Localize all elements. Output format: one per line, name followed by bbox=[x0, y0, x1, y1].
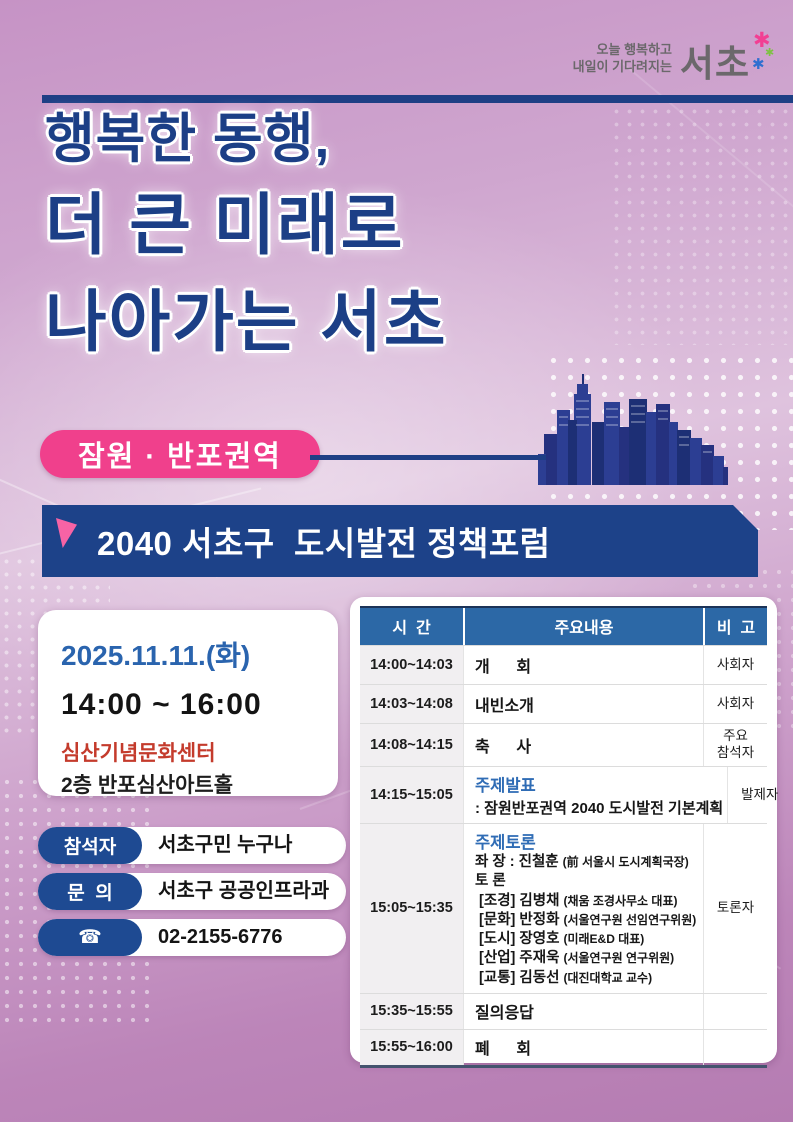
headline-line1: 행복한 동행, bbox=[45, 109, 331, 169]
table-row: 15:35~15:55 질의응답 bbox=[360, 992, 767, 1029]
schedule-table: 시 간 주요내용 비 고 14:00~14:03 개 회 사회자 14:03~1… bbox=[360, 606, 778, 1068]
table-row: 14:00~14:03 개 회 사회자 bbox=[360, 645, 767, 684]
star-icon-green: ✱ bbox=[765, 47, 775, 59]
row-content: 개 회 bbox=[475, 659, 532, 676]
event-info-card: 2025.11.11.(화) 14:00 ~ 16:00 심산기념문화센터 2층… bbox=[38, 610, 338, 797]
headline-line2: 더 큰 미래로 bbox=[45, 188, 405, 263]
discussion-line: [교통] 김동선 (대진대학교 교수) bbox=[475, 969, 653, 986]
discussion-line: [도시] 장영호 (미래E&D 대표) bbox=[475, 931, 645, 948]
star-icon-blue: ✱ bbox=[752, 56, 765, 73]
remark-line1: 주요 bbox=[723, 728, 748, 744]
contact-list: 참석자 서초구민 누구나 문 의 서초구 공공인프라과 ☎ 02-2155-67… bbox=[38, 827, 346, 965]
schedule-card: 시 간 주요내용 비 고 14:00~14:03 개 회 사회자 14:03~1… bbox=[350, 597, 778, 1068]
row-remark: 사회자 bbox=[703, 646, 767, 684]
discussion-line: 좌 장 : 진철훈 (前 서울시 도시계획국장) bbox=[475, 854, 689, 870]
row-remark: 사회자 bbox=[703, 685, 767, 723]
logo-wordmark: 서초 bbox=[679, 43, 750, 84]
row-remark: 주요 참석자 bbox=[703, 724, 767, 766]
row-remark: 토론자 bbox=[703, 824, 767, 993]
schedule-header-row: 시 간 주요내용 비 고 bbox=[360, 606, 767, 645]
contact-label-inquiry: 문 의 bbox=[38, 873, 142, 910]
star-icon-pink: ✱ bbox=[753, 29, 771, 52]
bg-dots-pattern bbox=[610, 105, 793, 345]
discussion-line: [산업] 주재욱 (서울연구원 연구위원) bbox=[475, 950, 675, 967]
row-remark bbox=[703, 1029, 767, 1065]
contact-row-attendees: 참석자 서초구민 누구나 bbox=[38, 827, 346, 864]
row-content: 폐 회 bbox=[475, 1041, 532, 1059]
event-venue: 심산기념문화센터 bbox=[61, 742, 216, 765]
contact-label-attendees: 참석자 bbox=[38, 827, 142, 864]
row-time: 14:03~14:08 bbox=[360, 685, 463, 723]
region-badge: 잠원 · 반포권역 bbox=[40, 430, 320, 478]
row-content: 축 사 bbox=[475, 739, 532, 756]
city-skyline-illustration bbox=[538, 374, 728, 485]
table-row: 14:03~14:08 내빈소개 사회자 bbox=[360, 684, 767, 723]
logo-slogan-line1: 오늘 행복하고 bbox=[596, 42, 672, 58]
discussion-line: [문화] 반정화 (서울연구원 선임연구위원) bbox=[475, 911, 697, 928]
row-content: 내빈소개 bbox=[475, 698, 534, 715]
headline-line3: 나아가는 서초 bbox=[45, 285, 448, 360]
header-content: 주요내용 bbox=[463, 608, 703, 645]
row-content-subtitle: : 잠원반포권역 2040 도시발전 기본계획 bbox=[475, 800, 724, 817]
table-row: 15:55~16:00 폐 회 bbox=[360, 1028, 767, 1065]
poster-headline: 행복한 동행, 더 큰 미래로 나아가는 서초 bbox=[45, 112, 447, 356]
discussion-line: [조경] 김병채 (채움 조경사무소 대표) bbox=[475, 892, 678, 909]
bg-network-line bbox=[619, 60, 793, 229]
event-time: 14:00 ~ 16:00 bbox=[61, 688, 262, 721]
row-time: 15:35~15:55 bbox=[360, 993, 463, 1029]
remark-line2: 참석자 bbox=[716, 745, 755, 760]
row-remark bbox=[703, 993, 767, 1029]
contact-value-attendees: 서초구민 누구나 bbox=[158, 834, 293, 856]
badge-divider-line bbox=[310, 455, 546, 460]
header-remark: 비 고 bbox=[703, 608, 767, 645]
row-time: 14:15~15:05 bbox=[360, 767, 463, 823]
row-remark: 발제자 bbox=[727, 767, 791, 823]
logo-stars-icon: ✱ ✱ ✱ bbox=[751, 30, 775, 82]
event-venue-detail: 2층 반포심산아트홀 bbox=[61, 774, 234, 797]
phone-icon: ☎ bbox=[38, 919, 142, 956]
row-time: 14:08~14:15 bbox=[360, 724, 463, 766]
forum-title: 2040 서초구 도시발전 정책포럼 bbox=[97, 525, 551, 562]
row-content-title: 주제토론 bbox=[475, 834, 536, 852]
table-row: 15:05~15:35 주제토론 좌 장 : 진철훈 (前 서울시 도시계획국장… bbox=[360, 823, 767, 993]
row-content: 질의응답 bbox=[475, 1005, 534, 1023]
event-date: 2025.11.11.(화) bbox=[61, 640, 251, 671]
logo-slogan-line2: 내일이 기다려지는 bbox=[572, 59, 672, 75]
triangle-marker-icon bbox=[56, 518, 77, 548]
contact-phone-number: 02-2155-6776 bbox=[158, 926, 283, 948]
table-row: 14:15~15:05 주제발표 : 잠원반포권역 2040 도시발전 기본계획… bbox=[360, 766, 778, 823]
contact-row-inquiry: 문 의 서초구 공공인프라과 bbox=[38, 873, 346, 910]
top-divider bbox=[42, 95, 793, 103]
contact-value-inquiry: 서초구 공공인프라과 bbox=[158, 880, 330, 902]
discussion-line: 토 론 bbox=[475, 873, 506, 890]
seocho-logo: 오늘 행복하고 내일이 기다려지는 서초 ✱ ✱ ✱ bbox=[573, 30, 775, 84]
row-time: 15:55~16:00 bbox=[360, 1029, 463, 1065]
forum-title-bar: 2040 서초구 도시발전 정책포럼 bbox=[42, 505, 758, 577]
row-time: 14:00~14:03 bbox=[360, 646, 463, 684]
row-content-title: 주제발표 bbox=[475, 777, 536, 795]
header-time: 시 간 bbox=[392, 620, 431, 637]
row-time: 15:05~15:35 bbox=[360, 824, 463, 993]
contact-row-phone: ☎ 02-2155-6776 bbox=[38, 919, 346, 956]
table-row: 14:08~14:15 축 사 주요 참석자 bbox=[360, 723, 767, 766]
logo-slogan: 오늘 행복하고 내일이 기다려지는 bbox=[573, 42, 672, 76]
